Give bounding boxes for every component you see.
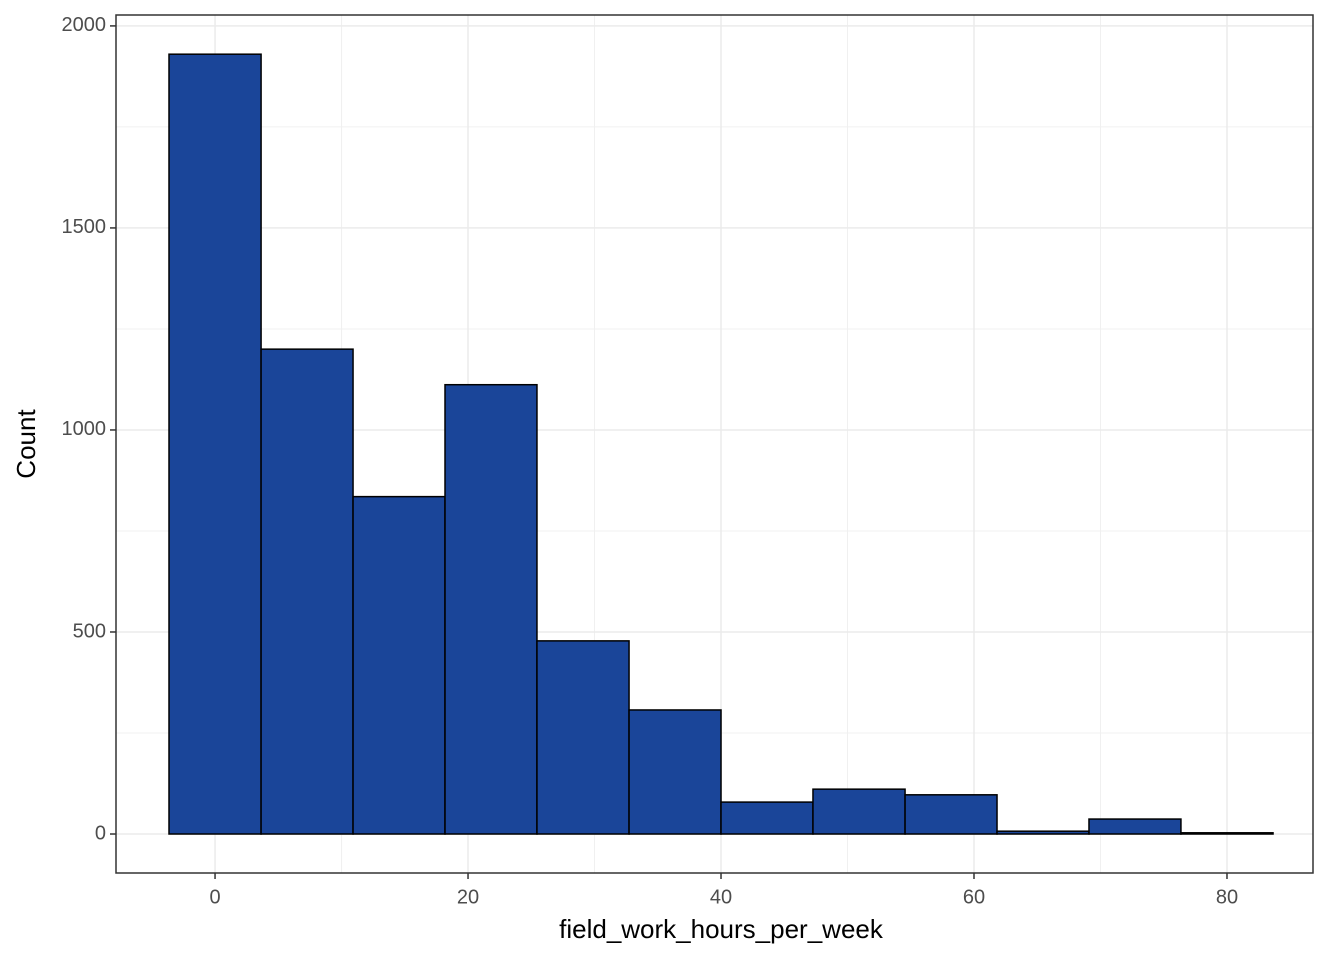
- y-tick-label: 500: [73, 620, 106, 642]
- panel-border: [115, 14, 1314, 874]
- y-tick-label: 1500: [62, 216, 107, 238]
- bar: [904, 794, 998, 835]
- bar: [444, 383, 538, 835]
- y-tick-label: 0: [95, 822, 106, 844]
- bar: [996, 830, 1090, 835]
- y-tick-label: 2000: [62, 14, 107, 36]
- bar: [812, 788, 906, 835]
- bar: [536, 640, 630, 835]
- x-tick-label: 0: [209, 886, 220, 908]
- x-tick-label: 80: [1216, 886, 1238, 908]
- bar: [1088, 818, 1182, 835]
- x-tick-label: 60: [963, 886, 985, 908]
- bar: [720, 801, 814, 835]
- y-tick-label: 1000: [62, 418, 107, 440]
- bar: [352, 495, 446, 835]
- x-tick-label: 40: [710, 886, 732, 908]
- bar: [168, 53, 262, 835]
- bar: [260, 348, 354, 835]
- x-tick-label: 20: [457, 886, 479, 908]
- x-axis-title: field_work_hours_per_week: [559, 914, 884, 944]
- y-axis-title: Count: [11, 409, 41, 479]
- bar: [628, 709, 722, 835]
- bar: [1180, 832, 1274, 835]
